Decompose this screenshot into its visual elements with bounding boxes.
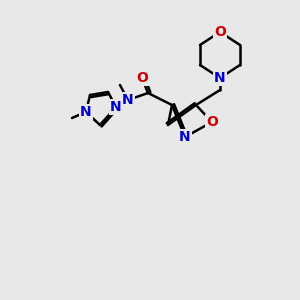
Text: N: N bbox=[110, 100, 122, 114]
Text: N: N bbox=[122, 93, 134, 107]
Text: N: N bbox=[179, 130, 191, 144]
Text: O: O bbox=[214, 25, 226, 39]
Text: N: N bbox=[214, 71, 226, 85]
Text: N: N bbox=[80, 105, 92, 119]
Text: O: O bbox=[136, 71, 148, 85]
Text: O: O bbox=[206, 115, 218, 129]
